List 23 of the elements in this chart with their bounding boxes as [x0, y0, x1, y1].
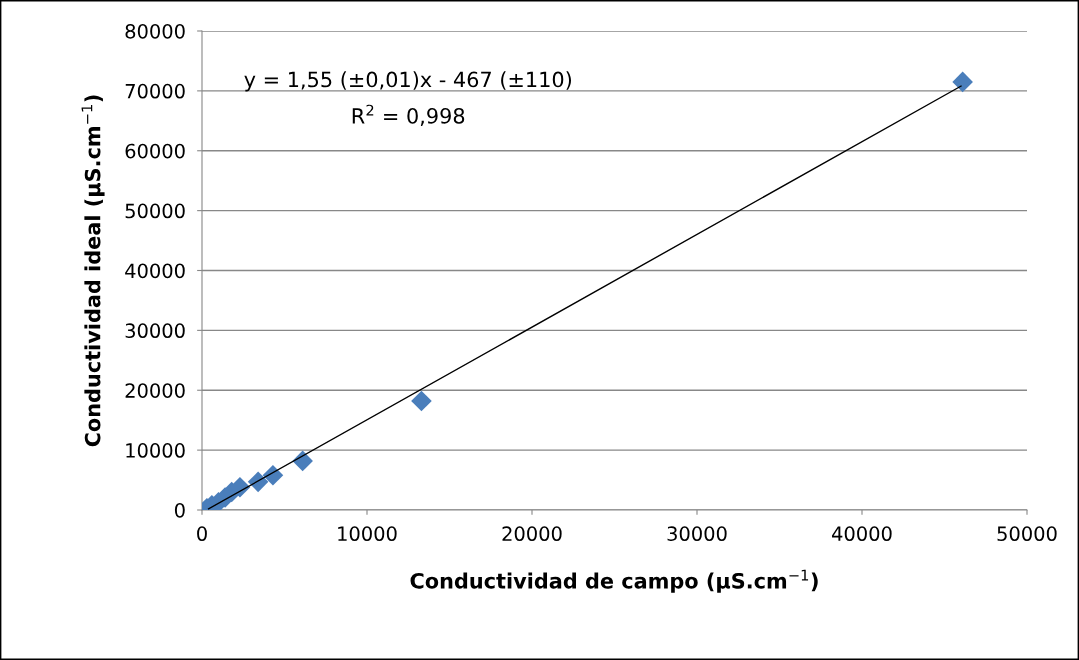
x-tick-label: 0	[197, 526, 207, 542]
y-tick-label: 0	[174, 502, 185, 518]
point	[262, 464, 284, 486]
x-axis-title: Conductividad de campo (µS.cm$^{−1}$)	[410, 569, 818, 593]
y-tick-label: 60000	[125, 143, 185, 159]
y-tick-label: 30000	[125, 323, 185, 339]
y-tick-label: 70000	[125, 83, 185, 99]
annotation: y = 1,55 (±0,01)x - 467 (±110)	[244, 71, 571, 92]
y-tick-label: 40000	[125, 263, 185, 279]
x-tick-label: 10000	[338, 526, 397, 542]
annotation: R$^{2}$ = 0,998	[352, 104, 465, 126]
point	[952, 71, 973, 93]
y-axis-title: Conductividad ideal (µS.cm$^{−1}$)	[81, 95, 105, 447]
y-tick-label: 50000	[125, 203, 185, 219]
point	[411, 390, 432, 412]
x-tick-label: 40000	[832, 526, 892, 542]
y-tick-label: 20000	[125, 383, 185, 398]
x-tick-label: 20000	[502, 526, 562, 542]
y-tick-label: 10000	[126, 443, 185, 458]
y-tick-label: 80000	[125, 23, 185, 39]
x-tick-label: 50000	[997, 526, 1057, 542]
point	[247, 471, 269, 493]
x-tick-label: 30000	[667, 526, 727, 542]
